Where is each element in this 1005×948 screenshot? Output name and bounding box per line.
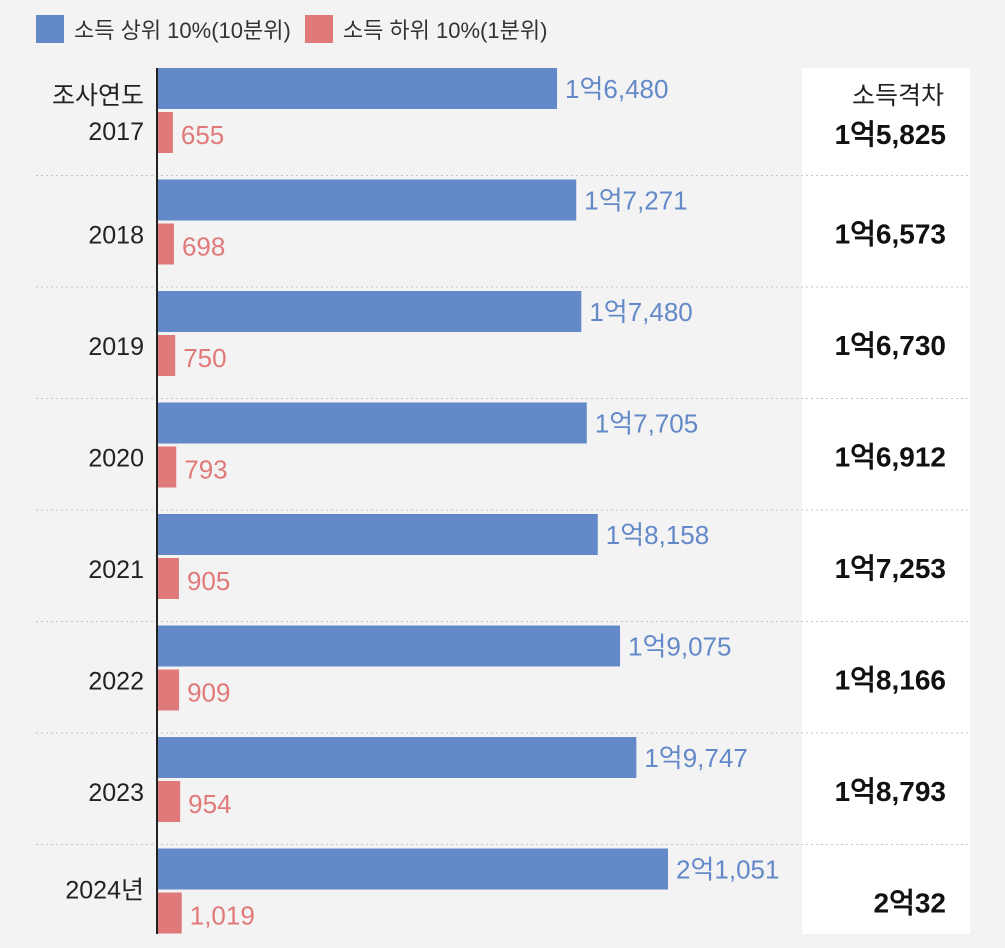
bar-bottom10: [157, 112, 173, 153]
data-label-bottom10: 750: [183, 343, 226, 373]
gap-value: 1억7,253: [835, 553, 946, 584]
data-label-top10: 1억7,480: [589, 297, 692, 327]
bar-bottom10: [157, 669, 180, 711]
data-label-top10: 1억6,480: [565, 74, 668, 104]
category-label: 2022: [88, 668, 144, 696]
gap-column-bg: [802, 68, 970, 934]
gap-value: 1억8,166: [835, 665, 946, 696]
category-label: 2024년: [65, 877, 144, 905]
category-label: 2017: [88, 118, 144, 146]
bar-bottom10: [157, 781, 181, 822]
data-label-top10: 1억9,075: [628, 632, 731, 662]
legend-swatch-bottom10: [304, 15, 333, 43]
bar-top10: [157, 737, 637, 778]
bar-top10: [157, 179, 577, 221]
bar-top10: [157, 514, 598, 555]
bar-top10: [157, 625, 621, 667]
data-label-bottom10: 1,019: [190, 901, 255, 931]
bar-top10: [157, 68, 558, 109]
gap-value: 1억6,573: [835, 219, 946, 250]
data-label-top10: 1억9,747: [644, 743, 747, 773]
data-label-top10: 1억7,271: [584, 186, 687, 216]
category-label: 2020: [88, 445, 144, 473]
legend-label-bottom10: 소득 하위 10%(1분위): [342, 18, 548, 43]
gap-value: 1억6,912: [835, 442, 946, 473]
legend-item-top10: 소득 상위 10%(10분위): [36, 13, 291, 45]
gap-column-header: 소득격차: [852, 82, 944, 110]
category-header: 조사연도: [52, 82, 144, 110]
data-label-top10: 1억8,158: [606, 520, 709, 550]
bar-bottom10: [157, 558, 179, 599]
gap-value: 1억5,825: [835, 119, 946, 150]
data-label-top10: 1억7,705: [595, 409, 698, 439]
legend-label-top10: 소득 상위 10%(10분위): [74, 18, 291, 43]
data-label-bottom10: 655: [181, 120, 224, 150]
category-label: 2019: [88, 333, 144, 361]
legend: 소득 상위 10%(10분위) 소득 하위 10%(1분위): [36, 12, 547, 46]
bar-top10: [157, 402, 587, 444]
category-label: 2018: [88, 222, 144, 250]
data-label-bottom10: 905: [187, 566, 230, 596]
bar-top10: [157, 291, 582, 332]
category-label: 2023: [88, 779, 144, 807]
legend-item-bottom10: 소득 하위 10%(1분위): [304, 13, 548, 45]
data-label-top10: 2억1,051: [676, 855, 779, 885]
gap-value: 1억6,730: [835, 330, 946, 361]
gap-value: 2억32: [874, 888, 946, 919]
bar-bottom10: [157, 892, 182, 934]
legend-swatch-top10: [36, 15, 64, 43]
bar-bottom10: [157, 446, 177, 488]
bar-top10: [157, 848, 668, 890]
data-label-bottom10: 954: [188, 789, 231, 819]
bar-bottom10: [157, 223, 174, 265]
data-label-bottom10: 909: [187, 678, 230, 708]
data-label-bottom10: 698: [182, 232, 225, 262]
category-label: 2021: [88, 556, 144, 584]
bar-bottom10: [157, 335, 176, 376]
gap-value: 1억8,793: [835, 776, 946, 807]
data-label-bottom10: 793: [184, 455, 227, 485]
